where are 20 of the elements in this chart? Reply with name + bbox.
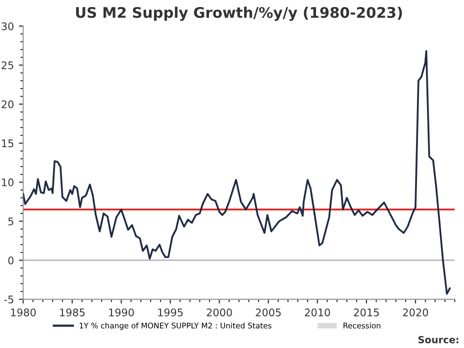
x-tick-label: 1980 [11,308,36,316]
x-tick-label: 2015 [354,308,379,316]
x-tick-label: 2000 [206,308,232,316]
chart-title: US M2 Supply Growth/%y/y (1980-2023) [76,6,402,21]
y-tick-label: 0 [8,256,14,264]
line-series [23,50,451,295]
y-tick-label: 25 [2,61,14,70]
x-tick-label: 1990 [109,308,134,316]
x-tick-label: 2010 [304,308,330,316]
y-tick-label: 15 [2,140,14,148]
y-tick-label: -5 [4,296,14,304]
x-tick-label: 2005 [256,308,281,316]
x-tick-label: 1985 [60,308,85,316]
y-tick-label: 5 [8,218,14,226]
y-tick-label: 10 [2,178,14,186]
x-tick-label: 1995 [158,308,183,316]
y-tick-label: 30 [2,22,14,30]
y-tick-label: 20 [2,100,14,108]
x-tick-label: 2020 [403,308,428,316]
source-note: Source: [418,336,458,344]
